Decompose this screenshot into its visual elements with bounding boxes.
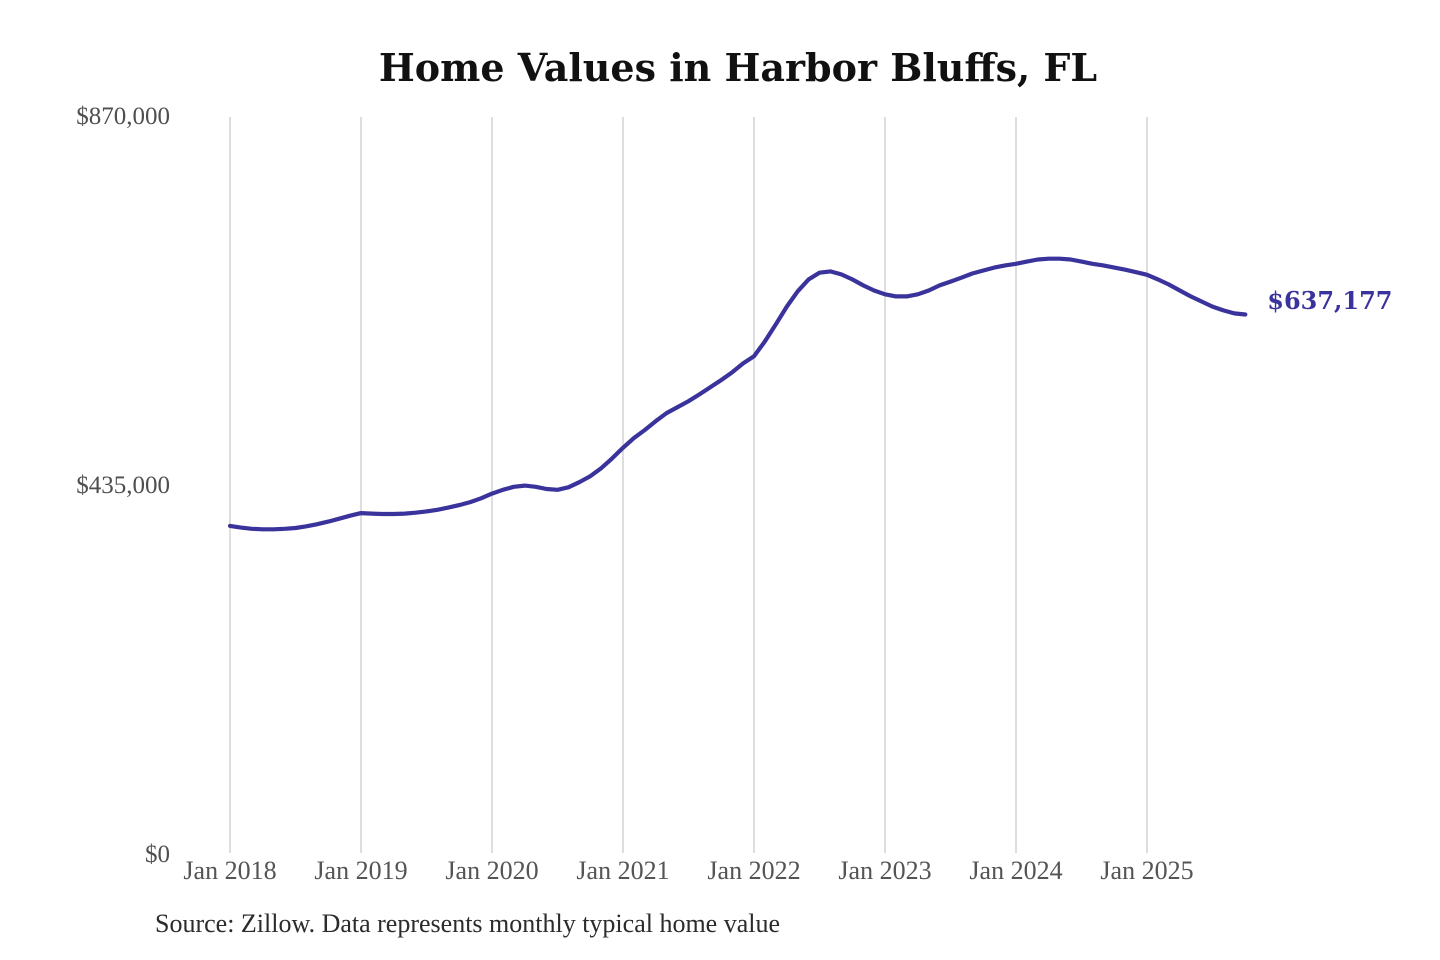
source-note: Source: Zillow. Data represents monthly … — [155, 909, 781, 938]
current-value-label: $637,177 — [1267, 286, 1393, 316]
x-tick-label: Jan 2023 — [838, 856, 932, 885]
x-tick-label: Jan 2020 — [445, 856, 539, 885]
y-tick-label: $435,000 — [76, 472, 170, 499]
x-tick-label: Jan 2018 — [183, 856, 277, 885]
x-tick-label: Jan 2024 — [969, 856, 1063, 885]
x-tick-label: Jan 2019 — [314, 856, 408, 885]
x-tick-label: Jan 2021 — [576, 856, 670, 885]
home-value-line — [227, 256, 1248, 532]
x-tick-label: Jan 2022 — [707, 856, 801, 885]
y-tick-label: $0 — [145, 841, 170, 868]
x-tick-label: Jan 2025 — [1100, 856, 1194, 885]
y-tick-label: $870,000 — [76, 103, 170, 130]
chart-title: Home Values in Harbor Bluffs, FL — [378, 45, 1098, 90]
